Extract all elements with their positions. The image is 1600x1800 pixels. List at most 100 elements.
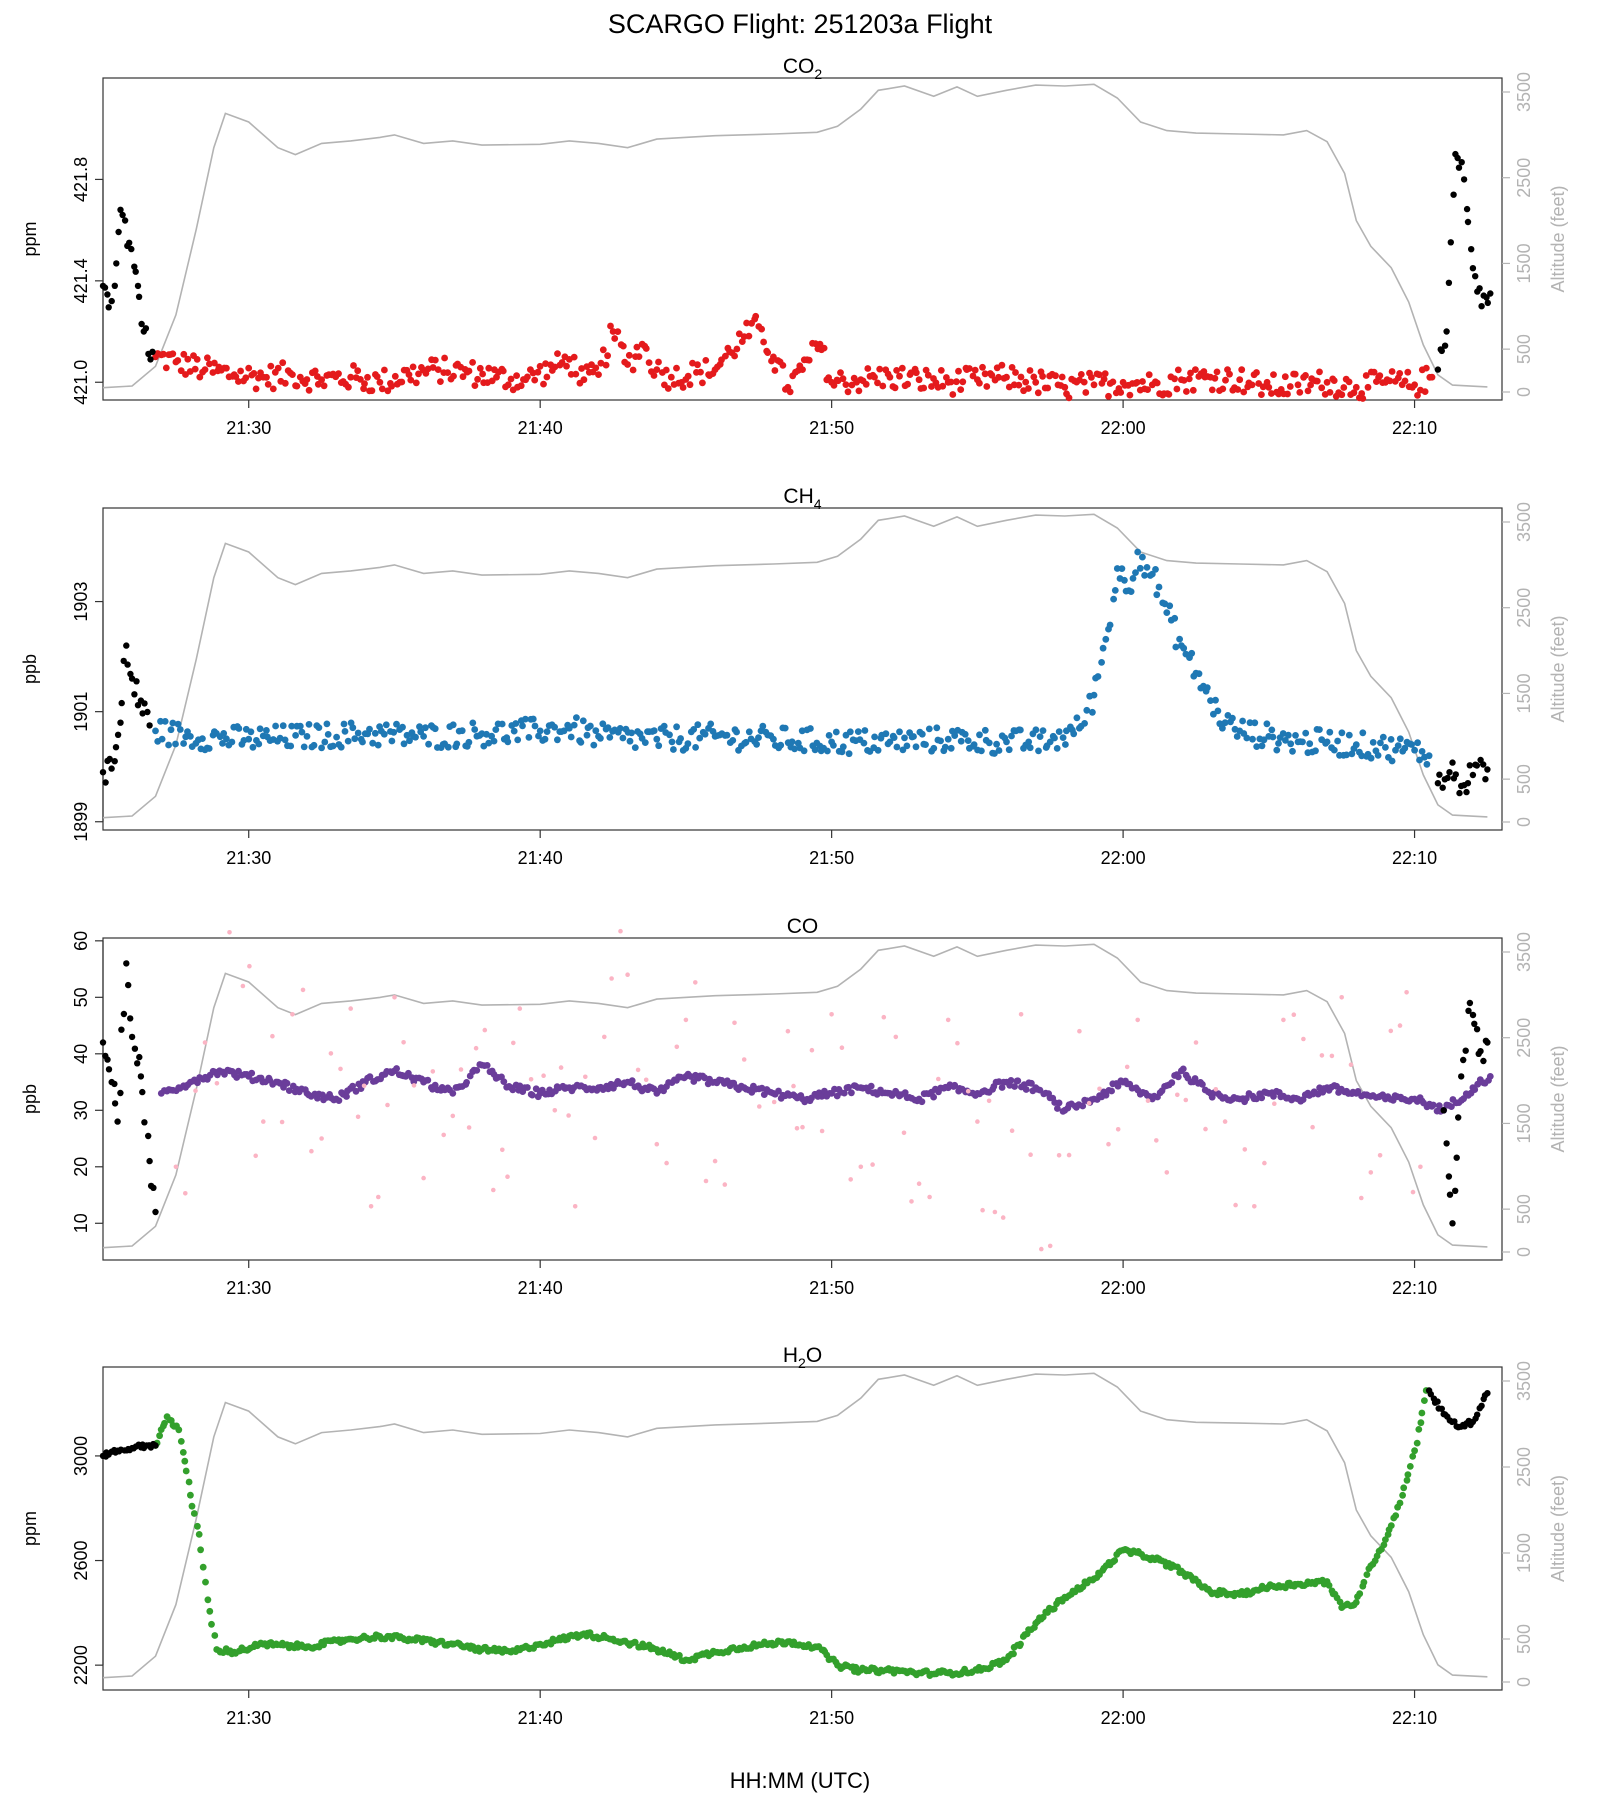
data-point [1174,366,1182,374]
data-point [1319,1053,1325,1058]
data-point [194,1079,201,1087]
data-point [1246,719,1254,727]
data-point [1399,1491,1406,1499]
data-point [896,728,903,736]
data-point [1108,1087,1115,1095]
data-point [184,728,191,736]
data-point [910,733,917,740]
data-point [1129,575,1137,582]
data-point [450,1113,456,1119]
data-point [479,370,486,378]
data-point [643,1077,649,1083]
data-point [903,742,911,750]
data-point [329,742,337,750]
data-point [912,743,920,751]
data-point [916,1181,922,1186]
data-point [1330,377,1338,384]
data-point [1434,1398,1441,1405]
data-point [1320,1085,1328,1092]
data-point [354,729,362,737]
data-point [945,1017,951,1023]
data-point [971,366,979,374]
data-point [838,748,846,756]
data-point [1010,1650,1017,1658]
data-point [1118,565,1126,572]
data-point [563,362,570,370]
data-point [355,1114,361,1120]
data-point [631,1638,639,1646]
data-point [187,1491,194,1499]
data-point [655,358,662,366]
data-point [1323,378,1331,386]
altitude-tick-label: 0 [1514,1247,1534,1257]
data-point [351,735,359,743]
data-point [1052,372,1059,380]
data-point [114,1118,121,1125]
data-point [837,369,844,376]
data-point [832,1658,840,1666]
data-point [1079,1102,1087,1110]
data-point [1480,1057,1487,1065]
x-tick-label: 22:10 [1392,418,1437,438]
data-point [264,381,272,388]
data-point [1472,273,1479,280]
altitude-line [102,943,1488,1249]
data-point [135,293,143,300]
data-point [1408,1095,1416,1103]
data-point [290,1012,295,1017]
data-point [473,1067,481,1074]
data-point [349,724,357,732]
data-point [401,1040,406,1045]
data-point [350,362,357,369]
data-point [1114,1082,1122,1090]
data-point [957,737,965,745]
data-point [431,725,439,733]
data-point [1310,1124,1315,1130]
data-point [1204,373,1211,380]
data-point [519,722,526,730]
data-point [733,728,740,736]
data-point [1000,374,1008,382]
data-point [111,758,118,765]
data-point [102,779,109,786]
data-point [1077,371,1085,378]
data-point [1095,371,1103,379]
data-point [988,371,996,379]
data-point [1359,1195,1364,1201]
data-point [1031,1624,1038,1631]
data-point [1258,742,1266,750]
data-point [1450,191,1457,198]
y-axis-label: ppm [20,1511,40,1546]
data-point [976,731,983,739]
data-point [737,1082,745,1090]
data-point [1001,734,1009,742]
data-point [1025,385,1032,392]
data-point [417,728,425,736]
data-point [1334,737,1341,745]
data-point [425,740,432,748]
data-point [882,730,890,738]
data-point [1474,1411,1481,1418]
data-point [673,364,680,372]
data-point [965,1088,971,1094]
data-point [270,1033,275,1039]
data-point [293,382,301,390]
data-point [431,356,439,364]
data-point [1086,692,1094,700]
data-point [1062,741,1069,748]
y-axis-label: ppb [20,654,40,684]
data-point [1406,1463,1414,1470]
data-point [1369,739,1377,746]
data-point [1394,742,1402,749]
data-point [141,1119,148,1126]
data-point [476,732,483,739]
y-tick-label: 421.0 [71,360,91,405]
data-point [1392,1512,1400,1519]
data-point [1248,381,1256,389]
data-point [1192,366,1199,373]
data-point [1326,728,1334,736]
data-point [227,930,232,935]
data-point [936,1076,941,1082]
data-point [1059,734,1067,741]
data-point [764,349,772,356]
